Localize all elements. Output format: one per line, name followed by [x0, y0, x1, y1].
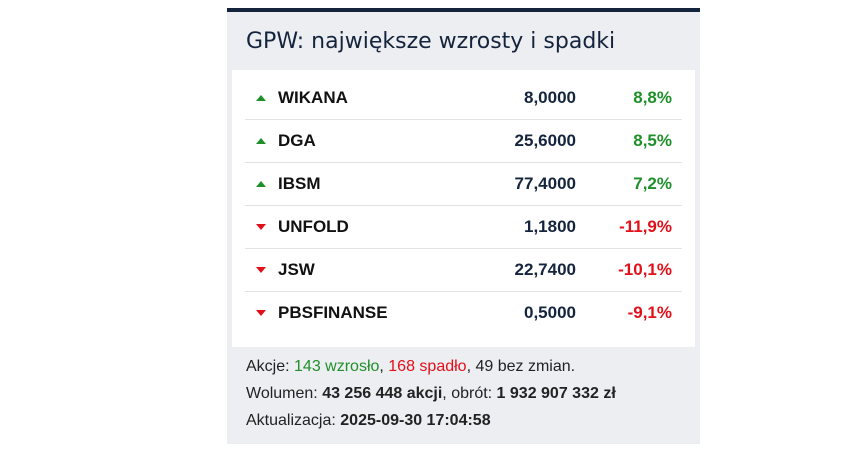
arrow-shape: [256, 224, 266, 230]
footer-text: 1 932 907 332 zł: [496, 385, 616, 402]
arrow-shape: [256, 138, 266, 144]
table-row: JSW 22,7400 -10,1%: [245, 249, 682, 292]
table-row: PBSFINANSE 0,5000 -9,1%: [245, 292, 682, 335]
stock-name: IBSM: [278, 174, 321, 193]
footer-text: 43 256 448 akcji: [322, 385, 443, 402]
stock-price: 8,0000: [524, 88, 576, 107]
footer-text: Akcje:: [246, 358, 295, 375]
arrow-up: [256, 95, 266, 101]
stock-name: UNFOLD: [278, 217, 349, 236]
stock-name: DGA: [278, 131, 316, 150]
arrow-down: [256, 267, 266, 273]
footer-text: 2025-09-30 17:04:58: [340, 412, 491, 429]
table-row: UNFOLD 1,1800 -11,9%: [245, 206, 682, 249]
stock-name: PBSFINANSE: [278, 303, 388, 322]
stock-change: 7,2%: [633, 174, 672, 193]
arrow-shape: [256, 95, 266, 101]
footer-text: Aktualizacja:: [246, 412, 341, 429]
stock-change: 8,5%: [633, 131, 672, 150]
footer-text: ,: [379, 358, 389, 375]
stock-price: 0,5000: [524, 303, 576, 322]
footer-text: Wolumen:: [246, 385, 323, 402]
arrow-shape: [256, 310, 266, 316]
widget: GPW: największe wzrosty i spadki WIKANA 8…: [227, 8, 700, 444]
stock-price: 77,4000: [514, 174, 576, 193]
footer-text: 168 spadło: [388, 358, 467, 375]
stock-change: -10,1%: [618, 260, 672, 279]
stock-change: -11,9%: [619, 217, 672, 236]
stock-change: 8,8%: [633, 88, 672, 107]
table-row: WIKANA 8,0000 8,8%: [245, 77, 682, 120]
arrow-shape: [256, 267, 266, 273]
footer-text: , obrót:: [442, 385, 497, 402]
footer-line: Wolumen: 43 256 448 akcji, obrót: 1 932 …: [246, 385, 616, 403]
arrow-shape: [256, 181, 266, 187]
footer-text: 143 wzrosło: [294, 358, 380, 375]
stock-price: 22,7400: [514, 260, 576, 279]
footer-text: , 49 bez zmian.: [466, 358, 576, 375]
footer-line: Aktualizacja: 2025-09-30 17:04:58: [246, 412, 491, 430]
stock-change: -9,1%: [627, 303, 672, 322]
stock-price: 25,6000: [514, 131, 576, 150]
widget-title: GPW: największe wzrosty i spadki: [246, 29, 616, 54]
footer-line: Akcje: 143 wzrosło, 168 spadło, 49 bez z…: [246, 358, 575, 376]
stock-price: 1,1800: [524, 217, 576, 236]
stock-name: JSW: [278, 260, 315, 279]
arrow-down: [256, 310, 266, 316]
arrow-up: [256, 181, 266, 187]
table-row: DGA 25,6000 8,5%: [245, 120, 682, 163]
rank-table: WIKANA 8,0000 8,8% DGA 25,6000 8,5% IBSM 77,400…: [232, 70, 695, 347]
stock-name: WIKANA: [278, 88, 348, 107]
arrow-down: [256, 224, 266, 230]
arrow-up: [256, 138, 266, 144]
table-row: IBSM 77,4000 7,2%: [245, 163, 682, 206]
